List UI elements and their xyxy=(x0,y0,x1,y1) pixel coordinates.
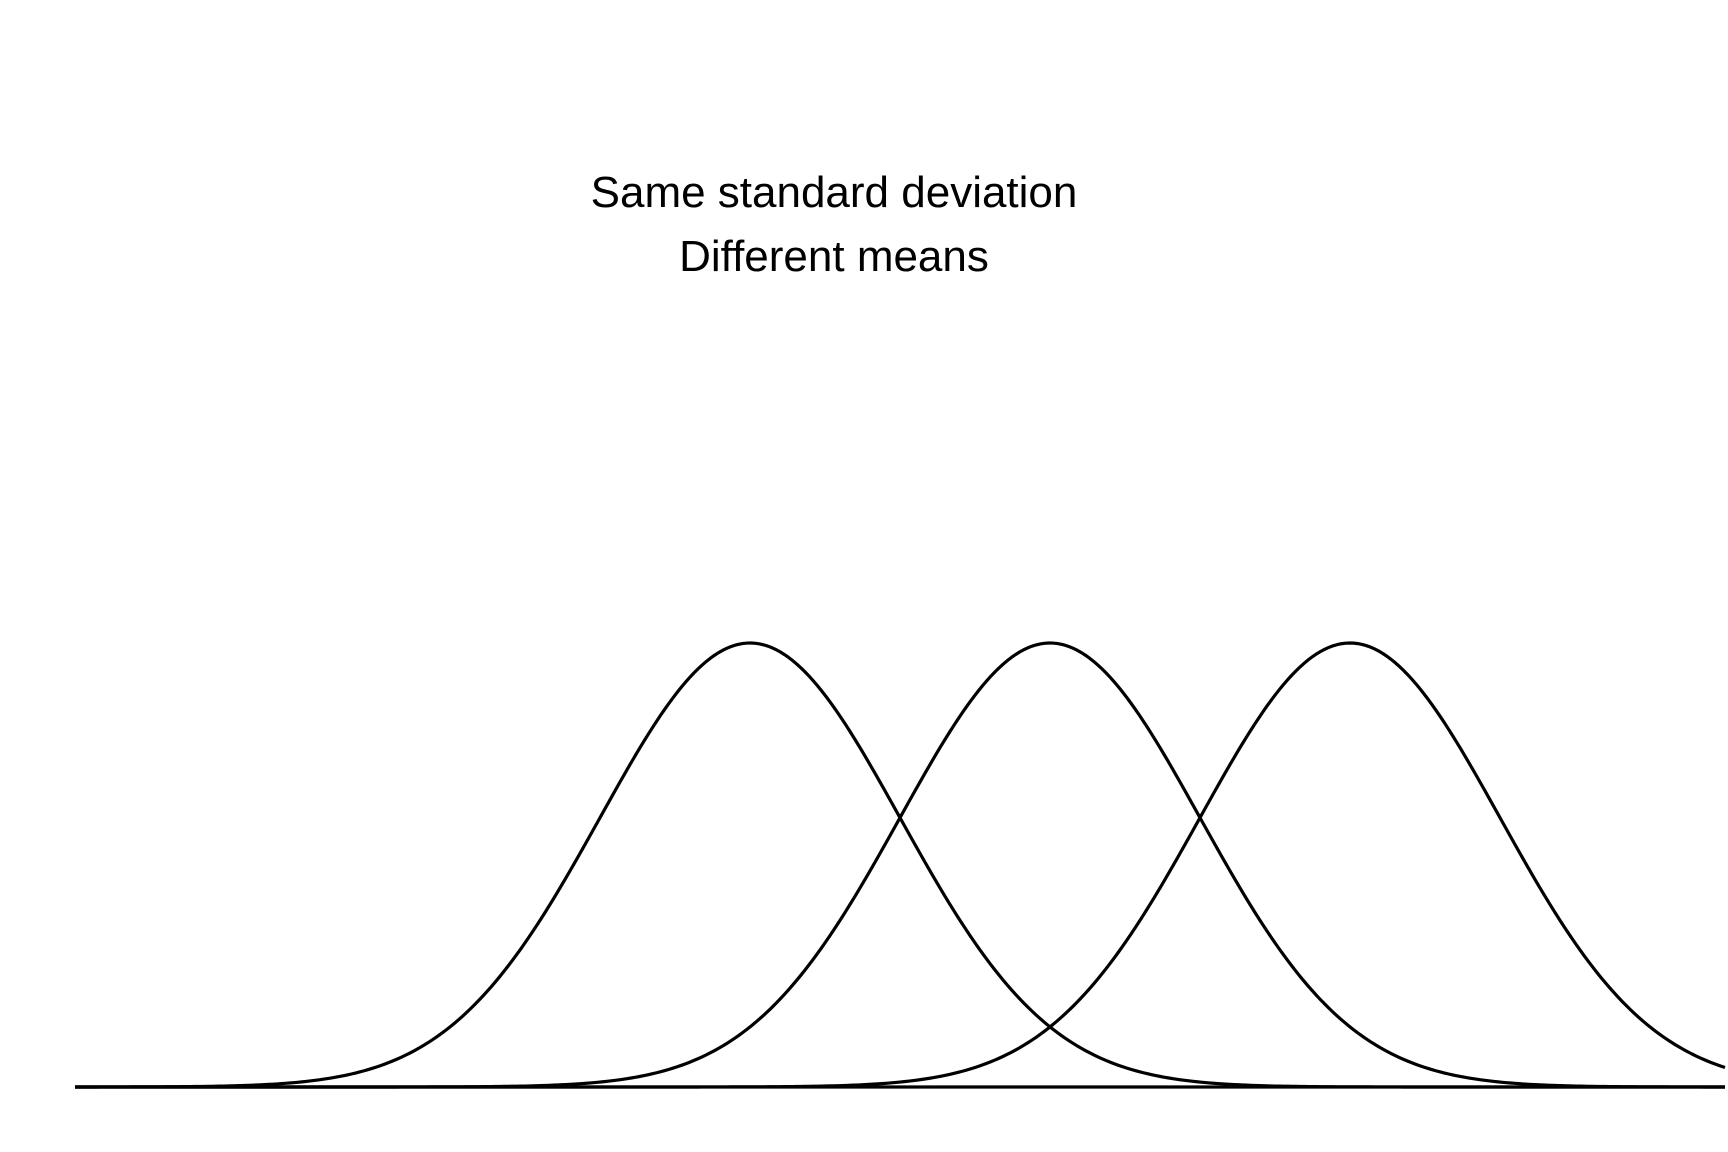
chart-title-line-1: Same standard deviation xyxy=(591,168,1078,217)
normal-curve-3 xyxy=(75,641,1726,1089)
curves-group xyxy=(75,641,1726,1089)
normal-curve-2 xyxy=(75,641,1725,1089)
chart-title-line-2: Different means xyxy=(679,232,989,281)
normal-curve-1 xyxy=(75,641,1725,1089)
